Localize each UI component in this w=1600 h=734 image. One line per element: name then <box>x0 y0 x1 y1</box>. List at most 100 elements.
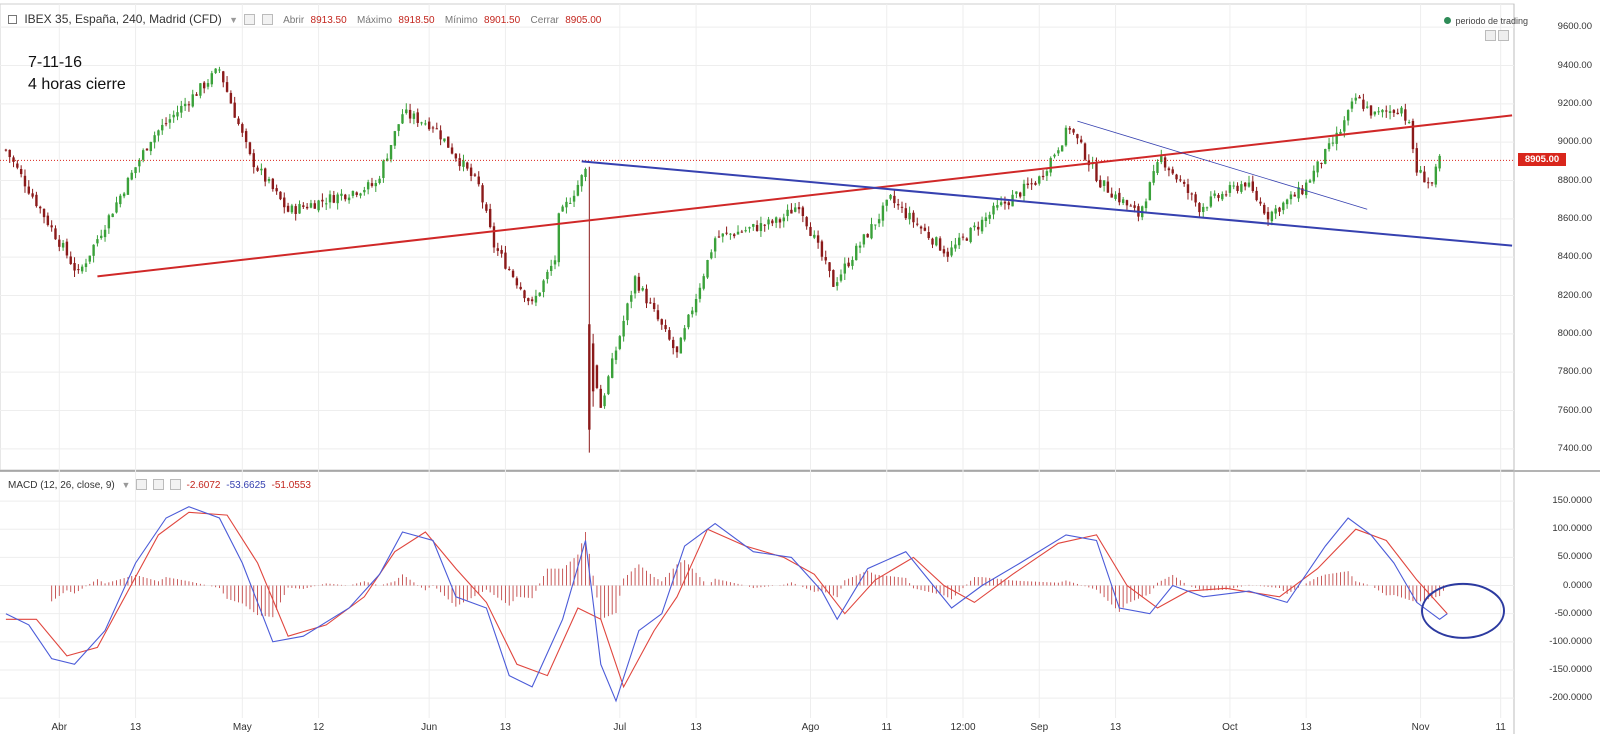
candle-body <box>1221 193 1224 200</box>
candle-body <box>523 290 526 299</box>
candle-body <box>1064 127 1068 146</box>
candle-body <box>145 148 149 151</box>
candle-body <box>1304 182 1308 196</box>
candle-body <box>782 217 785 222</box>
candle-body <box>1099 179 1102 188</box>
candle-body <box>168 119 172 123</box>
candle-body <box>515 278 519 286</box>
candle-body <box>321 199 324 202</box>
candle-body <box>729 233 732 235</box>
candle-body <box>588 324 591 430</box>
candle-body <box>1293 194 1296 197</box>
time-tick-label: Oct <box>1222 722 1238 733</box>
candle-body <box>119 195 122 205</box>
candle-body <box>1190 193 1193 195</box>
candle-body <box>1186 184 1190 193</box>
settings-icon[interactable] <box>261 14 273 25</box>
candle-body <box>1068 128 1071 130</box>
candle-body <box>1327 143 1331 150</box>
scroll-down-button[interactable] <box>1498 30 1509 41</box>
candle-body <box>713 238 717 252</box>
candle-body <box>1232 185 1235 187</box>
macd-tick-label: -50.0000 <box>1554 607 1592 619</box>
candle-body <box>161 124 164 131</box>
signal-line <box>5 511 1448 689</box>
candle-body <box>473 174 477 176</box>
candle-body <box>767 219 770 225</box>
candle-body <box>80 266 84 272</box>
macd-hist-value: -2.6072 <box>186 480 221 491</box>
candle-body <box>1430 182 1434 184</box>
candle-body <box>180 105 183 113</box>
candle-body <box>1320 162 1323 164</box>
candle-body <box>1026 183 1030 185</box>
candle-body <box>809 226 812 236</box>
chevron-down-icon[interactable]: ▼ <box>121 480 131 490</box>
candle-body <box>679 337 683 354</box>
candle-body <box>672 339 675 349</box>
symbol-title[interactable]: IBEX 35, España, 240, Madrid (CFD) <box>24 12 222 26</box>
candle-body <box>1396 112 1399 115</box>
candle-body <box>302 205 305 207</box>
candle-body <box>977 226 980 230</box>
candle-body <box>344 194 347 200</box>
candle-body <box>542 280 545 293</box>
high-value: 8918.50 <box>398 15 435 26</box>
candle-body <box>157 130 160 136</box>
candle-body <box>1419 169 1422 173</box>
candle-body <box>999 202 1003 205</box>
time-tick-label: 13 <box>129 722 142 733</box>
candle-body <box>96 239 99 244</box>
close-icon[interactable] <box>169 479 181 490</box>
candle-body <box>1434 166 1438 185</box>
candle-body <box>965 238 969 241</box>
candle-body <box>794 207 797 212</box>
candle-body <box>54 228 57 240</box>
candle-body <box>1205 207 1209 209</box>
candle-body <box>1423 171 1426 183</box>
candle-body <box>202 82 206 89</box>
candle-body <box>115 202 118 213</box>
high-label: Máximo <box>357 15 393 26</box>
candle-body <box>389 144 393 160</box>
candle-body <box>279 191 282 200</box>
macd-tick-label: 0.0000 <box>1562 579 1592 591</box>
settings-icon[interactable] <box>152 479 164 490</box>
candle-body <box>725 232 728 234</box>
candle-body <box>1194 194 1197 203</box>
chevron-down-icon[interactable]: ▼ <box>229 15 239 25</box>
candle-body <box>1407 122 1411 124</box>
candle-body <box>332 195 336 203</box>
candle-body <box>851 259 854 266</box>
eye-icon[interactable] <box>136 479 148 490</box>
session-indicator[interactable]: periodo de trading <box>1444 16 1528 26</box>
candle-body <box>31 193 34 197</box>
last-price-tag: 8905.00 <box>1518 153 1566 166</box>
candle-body <box>603 395 606 407</box>
price-tick-label: 9400.00 <box>1557 59 1592 71</box>
candle-body <box>252 153 255 168</box>
candle-body <box>691 310 694 315</box>
candle-body <box>740 231 744 233</box>
time-tick-label: 12:00 <box>950 722 976 733</box>
macd-title[interactable]: MACD (12, 26, close, 9) <box>8 480 115 491</box>
candle-body <box>233 102 236 118</box>
candle-body <box>996 205 999 208</box>
candle-body <box>755 224 759 232</box>
scroll-up-button[interactable] <box>1485 30 1496 41</box>
candle-body <box>576 184 580 196</box>
time-tick-label: Jul <box>613 722 627 733</box>
candle-body <box>843 263 846 274</box>
eye-icon[interactable] <box>244 14 256 25</box>
candle-body <box>427 121 431 130</box>
candle-body <box>649 302 652 304</box>
candle-body <box>199 83 202 96</box>
collapse-icon[interactable] <box>8 15 17 24</box>
candle-body <box>206 83 210 87</box>
price-tick-label: 8600.00 <box>1557 212 1592 224</box>
candle-body <box>1182 181 1186 184</box>
candle-body <box>271 178 275 190</box>
candle-body <box>1365 106 1369 108</box>
candle-body <box>336 194 339 204</box>
candle-body <box>519 286 522 290</box>
